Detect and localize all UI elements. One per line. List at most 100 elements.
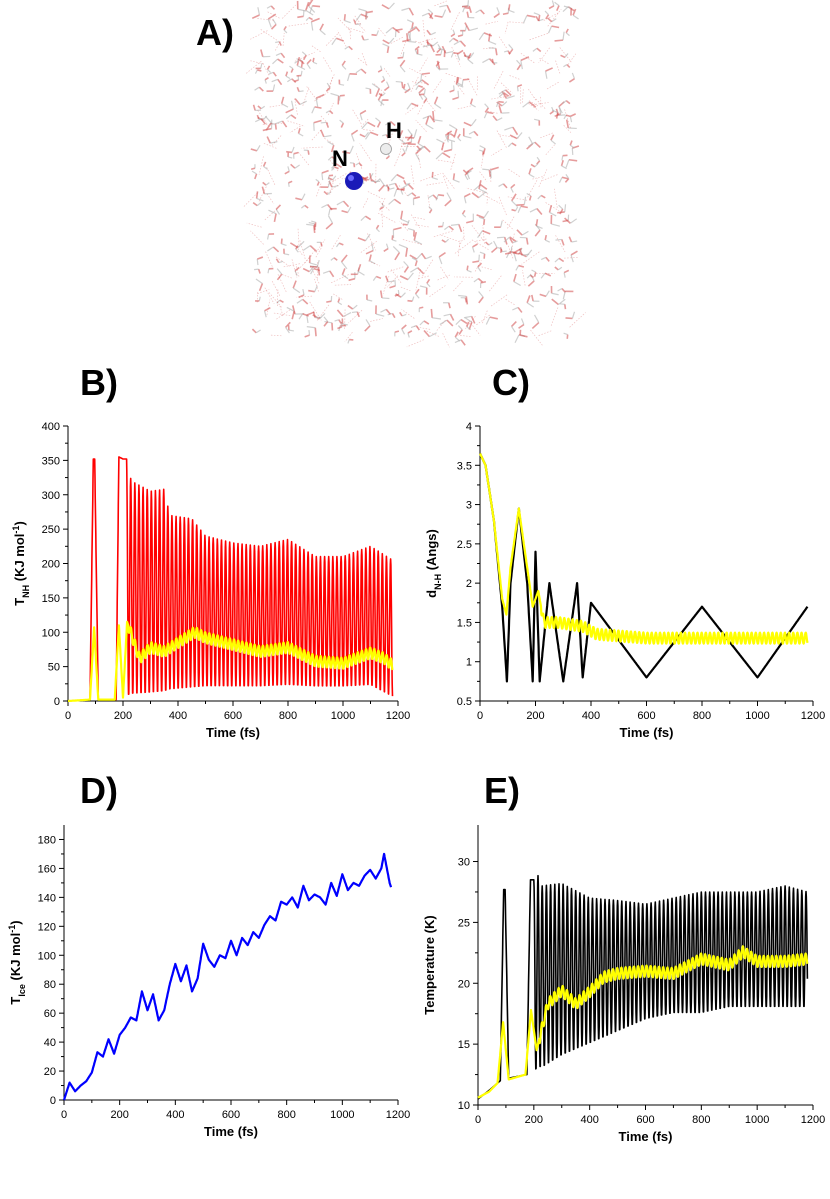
water-bond <box>339 83 345 86</box>
water-bond <box>564 53 569 58</box>
water-bond <box>401 328 406 335</box>
hydrogen-bond <box>550 307 559 326</box>
water-bond <box>255 191 259 199</box>
hydrogen-bond <box>331 234 342 250</box>
atom-label-n: N <box>332 146 348 171</box>
water-bond <box>264 115 272 124</box>
water-bond <box>316 181 320 186</box>
water-bond <box>448 37 454 43</box>
water-bond <box>544 239 551 243</box>
water-bond <box>452 173 456 180</box>
water-bond <box>337 298 341 303</box>
water-bond <box>554 257 560 263</box>
water-bond <box>299 100 307 106</box>
water-bond <box>418 87 425 94</box>
water-bond <box>358 162 363 167</box>
water-bond <box>453 51 459 55</box>
water-bond <box>463 54 471 59</box>
water-bond <box>427 12 434 20</box>
water-bond <box>383 184 389 188</box>
water-bond <box>458 224 463 233</box>
water-bond <box>338 319 342 324</box>
water-bond <box>478 180 482 190</box>
x-tick-label: 1200 <box>801 710 825 722</box>
water-bond <box>463 315 472 319</box>
water-bond <box>385 243 389 249</box>
water-bond <box>511 326 516 333</box>
water-bond <box>513 252 517 262</box>
water-bond <box>366 299 373 302</box>
water-bond <box>545 256 550 262</box>
water-bond <box>478 296 484 304</box>
water-bond <box>544 70 548 79</box>
water-bond <box>493 240 498 248</box>
hydrogen-bond <box>507 245 514 260</box>
water-bond <box>306 314 309 324</box>
water-bond <box>361 35 365 41</box>
water-bond <box>513 247 522 254</box>
water-bond <box>550 139 557 145</box>
panel-label-a: A) <box>196 12 234 53</box>
hydrogen-bond <box>362 198 369 208</box>
hydrogen-bond <box>348 309 363 324</box>
water-bond <box>375 313 385 317</box>
water-bond <box>479 149 484 152</box>
water-bond <box>388 182 396 186</box>
water-bond <box>507 50 511 55</box>
water-bond <box>498 183 504 187</box>
water-bond <box>416 145 425 152</box>
water-bond <box>399 59 406 67</box>
water-bond <box>571 148 574 156</box>
water-bond <box>421 72 430 75</box>
water-bond <box>301 193 306 200</box>
y-tick-label: 0.5 <box>457 696 472 708</box>
water-bond <box>300 204 306 209</box>
atom-label-h: H <box>386 118 402 143</box>
water-bond <box>554 266 559 271</box>
hydrogen-bond <box>301 146 323 149</box>
water-bond <box>503 236 508 245</box>
water-bond <box>280 238 283 244</box>
water-bond <box>402 141 412 145</box>
hydrogen-bond <box>465 315 476 329</box>
water-bond <box>433 96 439 105</box>
water-bond <box>340 321 343 327</box>
hydrogen-bond <box>378 27 387 38</box>
water-bond <box>453 40 461 46</box>
x-tick-label: 1200 <box>801 1114 825 1126</box>
hydrogen-bond <box>481 266 492 270</box>
water-bond <box>399 275 409 281</box>
water-bond <box>327 175 330 180</box>
water-bond <box>305 9 314 16</box>
hydrogen-bond <box>458 237 464 248</box>
water-bond <box>380 308 387 313</box>
water-bond <box>425 255 432 260</box>
water-bond <box>512 240 518 244</box>
series-line-average <box>477 945 809 1099</box>
hydrogen-bond <box>569 312 586 328</box>
water-bond <box>358 176 368 182</box>
water-bond <box>286 114 292 120</box>
water-bond <box>503 50 509 53</box>
water-bond <box>275 52 282 57</box>
water-bond <box>364 325 371 332</box>
series-line-average <box>479 453 809 645</box>
hydrogen-bond <box>367 233 377 251</box>
water-bond <box>555 112 559 119</box>
water-bond <box>283 29 288 34</box>
water-bond <box>394 330 400 333</box>
water-bond <box>417 53 423 56</box>
water-bond <box>388 37 395 44</box>
water-bond <box>470 316 476 324</box>
water-bond <box>265 122 272 131</box>
water-bond <box>502 12 509 16</box>
water-bond <box>520 318 525 325</box>
water-bond <box>335 242 340 248</box>
hydrogen-bond <box>476 314 492 326</box>
water-bond <box>444 135 449 143</box>
water-bond <box>534 118 540 121</box>
water-bond <box>557 266 563 271</box>
water-bond <box>274 124 277 130</box>
water-bond <box>342 200 350 208</box>
hydrogen-bond <box>528 100 539 107</box>
